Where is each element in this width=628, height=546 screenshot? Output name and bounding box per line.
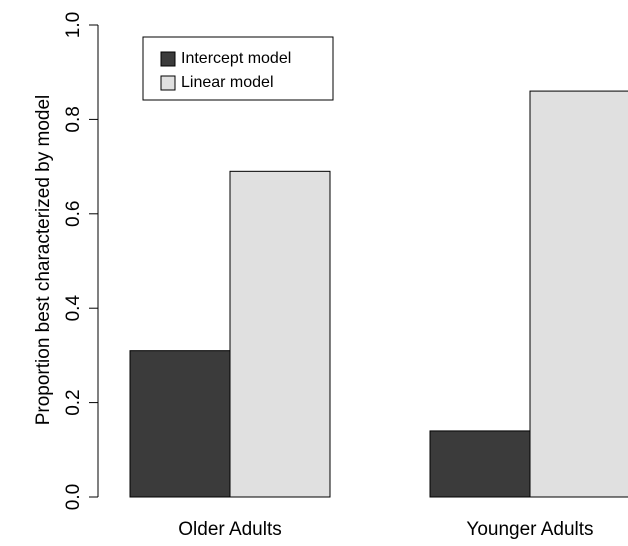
y-tick-label: 0.6 — [63, 201, 84, 227]
y-tick-label: 0.0 — [63, 484, 84, 510]
bar — [229, 170, 331, 498]
y-axis-label: Proportion best characterized by model — [33, 95, 54, 426]
y-tick-label: 0.8 — [63, 106, 84, 132]
y-tick-label: 0.2 — [63, 389, 84, 415]
bar — [429, 430, 531, 498]
legend-label: Intercept model — [181, 50, 291, 67]
y-tick-label: 0.4 — [63, 295, 84, 322]
legend-label: Linear model — [181, 74, 274, 91]
bar — [529, 90, 628, 498]
x-tick-label: Older Adults — [178, 519, 282, 540]
legend-swatch — [160, 75, 176, 91]
x-tick-label: Younger Adults — [466, 519, 593, 540]
legend-swatch — [160, 51, 176, 67]
y-tick-label: 1.0 — [63, 12, 84, 38]
bar — [129, 350, 231, 498]
